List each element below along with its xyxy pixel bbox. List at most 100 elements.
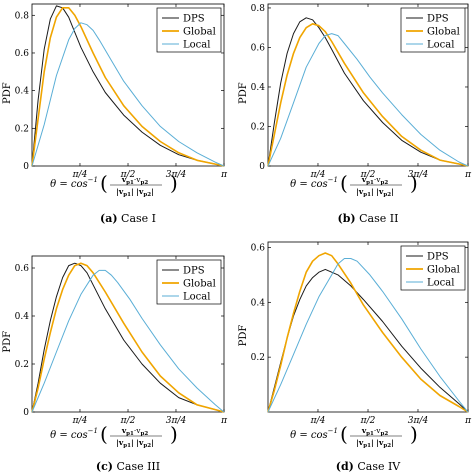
right-paren: ) (410, 422, 418, 446)
left-paren: ( (100, 422, 108, 446)
y-tick-label: 0.2 (15, 360, 29, 370)
y-tick-label: 0.4 (251, 83, 266, 93)
series-line-local (267, 258, 469, 413)
subfigure-caption: (d) Case IV (336, 460, 402, 473)
chart-panel-1: π/4 π/2 3π/4 π 0 0.2 0.4 0.6 0.8 PDF DPS Global Loca… (2, 3, 228, 225)
series-line-dps (267, 268, 469, 413)
x-tick-label: π/4 (310, 170, 326, 180)
subfigure-caption: (c) Case III (96, 460, 160, 473)
x-tick-label: π (464, 416, 472, 426)
series-line-global (31, 7, 225, 167)
legend-label-local: Local (427, 278, 454, 289)
y-tick-label: 0.4 (251, 298, 266, 308)
series-line-dps (31, 5, 225, 167)
legend-label-dps: DPS (427, 14, 449, 25)
fraction-denominator: |vp1| |vp2| (356, 187, 394, 198)
chart-panel-3: π/4 π/2 3π/4 π 0 0.2 0.4 0.6 PDF DPS Global Local θ … (2, 255, 228, 473)
series-line-local (31, 269, 225, 413)
y-axis-label: PDF (238, 325, 249, 347)
series-line-local (31, 22, 225, 167)
fraction-numerator: vp1·vp2 (121, 175, 149, 186)
legend-label-global: Global (183, 279, 216, 290)
fraction-numerator: vp1·vp2 (361, 175, 389, 186)
left-paren: ( (100, 171, 108, 195)
fraction-numerator: vp1·vp2 (121, 426, 149, 437)
legend-box (156, 7, 222, 53)
right-paren: ) (410, 171, 418, 195)
x-tick-label: 3π/4 (166, 416, 187, 426)
subfigure-caption: (a) Case I (100, 212, 156, 225)
y-axis-label: PDF (2, 331, 13, 353)
legend-label-local: Local (427, 40, 454, 51)
series-line-dps (31, 262, 225, 413)
legend-label-global: Global (183, 27, 216, 38)
x-axis-label-text: θ = cos−1 (50, 427, 98, 441)
legend-label-dps: DPS (183, 14, 205, 25)
legend: DPS Global Local (400, 7, 466, 53)
y-tick-label: 0.2 (15, 124, 29, 134)
legend: DPS Global Local (156, 259, 222, 305)
legend-label-local: Local (183, 40, 210, 51)
chart-panel-2: π/4 π/2 3π/4 π 0 0.2 0.4 0.6 0.8 PDF DPS Global Loca… (238, 3, 472, 225)
x-tick-label: π/2 (120, 416, 136, 426)
legend-label-dps: DPS (427, 252, 449, 263)
fraction-numerator: vp1·vp2 (361, 426, 389, 437)
x-axis-label: θ = cos−1() vp1·vp2|vp1| |vp2| (290, 422, 418, 449)
x-tick-label: π (220, 170, 228, 180)
y-tick-label: 0.6 (15, 49, 30, 59)
y-tick-label: 0.6 (251, 243, 266, 253)
x-tick-label: 3π/4 (408, 170, 429, 180)
series-line-local (267, 33, 469, 167)
left-paren: ( (340, 422, 348, 446)
x-axis-label-text: θ = cos−1 (290, 427, 338, 441)
y-tick-label: 0 (259, 162, 265, 172)
x-tick-label: π/4 (310, 416, 326, 426)
fraction-denominator: |vp1| |vp2| (356, 438, 394, 449)
y-tick-label: 0.2 (251, 353, 265, 363)
series-line-dps (267, 17, 469, 167)
series-line-global (267, 252, 469, 413)
y-tick-label: 0 (23, 162, 29, 172)
x-tick-label: 3π/4 (166, 170, 187, 180)
x-tick-label: 3π/4 (408, 416, 429, 426)
x-tick-label: π (464, 170, 472, 180)
y-axis-label: PDF (2, 82, 13, 104)
legend-box (400, 245, 466, 291)
x-tick-label: π/4 (72, 416, 88, 426)
y-tick-label: 0.8 (251, 4, 266, 14)
legend-label-global: Global (427, 265, 460, 276)
subfigure-caption: (b) Case II (338, 212, 399, 225)
right-paren: ) (170, 422, 178, 446)
y-axis-label: PDF (238, 82, 249, 104)
right-paren: ) (170, 171, 178, 195)
legend-label-dps: DPS (183, 266, 205, 277)
x-axis-label: θ = cos−1() vp1·vp2|vp1| |vp2| (50, 422, 178, 449)
legend: DPS Global Local (400, 245, 466, 291)
legend-box (156, 259, 222, 305)
x-tick-label: π/2 (360, 170, 376, 180)
y-tick-label: 0 (23, 408, 29, 418)
x-axis-label-text: θ = cos−1 (50, 176, 98, 190)
y-tick-label: 0.8 (15, 11, 30, 21)
legend-label-global: Global (427, 27, 460, 38)
legend-label-local: Local (183, 292, 210, 303)
x-tick-label: π (220, 416, 228, 426)
y-tick-label: 0.4 (15, 87, 30, 97)
legend: DPS Global Local (156, 7, 222, 53)
x-axis-label: θ = cos−1() vp1·vp2|vp1| |vp2| (290, 171, 418, 198)
y-tick-label: 0.4 (15, 312, 30, 322)
fraction-denominator: |vp1| |vp2| (116, 438, 154, 449)
series-line-global (31, 262, 225, 413)
y-tick-label: 0.6 (251, 43, 266, 53)
series-line-global (267, 22, 469, 167)
x-axis-label: θ = cos−1() vp1·vp2|vp1| |vp2| (50, 171, 178, 198)
left-paren: ( (340, 171, 348, 195)
x-axis-label-text: θ = cos−1 (290, 176, 338, 190)
fraction-denominator: |vp1| |vp2| (116, 187, 154, 198)
chart-panel-4: π/4 π/2 3π/4 π 0.2 0.4 0.6 PDF DPS Global Local θ =… (238, 241, 472, 473)
legend-box (400, 7, 466, 53)
y-tick-label: 0.2 (251, 122, 265, 132)
x-tick-label: π/2 (360, 416, 376, 426)
y-tick-label: 0.6 (15, 264, 30, 274)
